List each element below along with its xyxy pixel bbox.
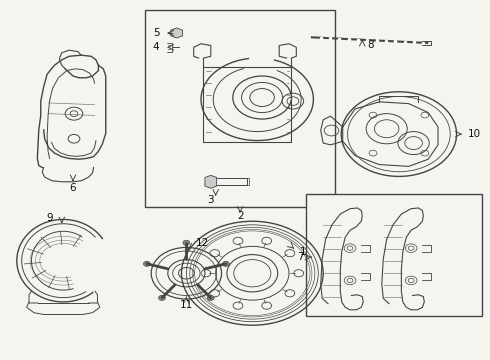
Text: 11: 11 [180,300,193,310]
Circle shape [207,296,214,300]
Text: 10: 10 [467,129,480,139]
Text: 2: 2 [237,211,244,221]
Bar [145,10,335,207]
Text: 12: 12 [196,238,209,248]
Text: 9: 9 [47,213,53,222]
Text: 1: 1 [300,247,306,257]
Text: 5: 5 [153,28,159,38]
Text: 8: 8 [367,40,374,50]
Circle shape [159,296,166,300]
Text: 7: 7 [297,252,304,262]
Text: 3: 3 [207,195,214,205]
Circle shape [183,240,190,245]
Polygon shape [171,28,182,38]
Circle shape [222,261,229,266]
Bar [306,194,482,316]
Circle shape [144,261,150,266]
Text: 4: 4 [153,42,159,52]
Polygon shape [205,175,217,188]
Text: 6: 6 [70,183,76,193]
